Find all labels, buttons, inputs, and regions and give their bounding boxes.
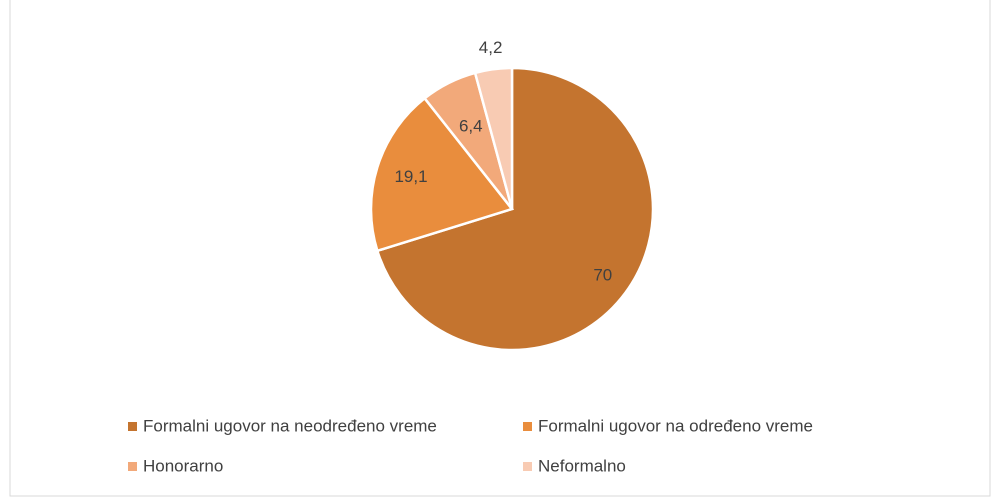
data-label: 4,2: [479, 38, 503, 57]
pie-slice: [375, 66, 655, 352]
legend-label: Honorarno: [143, 456, 223, 475]
data-label: 19,1: [394, 167, 427, 186]
pie-slice: [369, 96, 515, 253]
legend-label: Formalni ugovor na neodređeno vreme: [143, 416, 437, 435]
data-label: 6,4: [459, 117, 483, 136]
pie-slice: [473, 66, 514, 210]
legend-swatch: [523, 422, 532, 431]
legend-swatch: [128, 422, 137, 431]
data-label: 70: [593, 265, 612, 284]
legend-label: Formalni ugovor na određeno vreme: [538, 416, 813, 435]
legend-swatch: [523, 462, 532, 471]
legend-label: Neformalno: [538, 456, 626, 475]
legend-swatch: [128, 462, 137, 471]
